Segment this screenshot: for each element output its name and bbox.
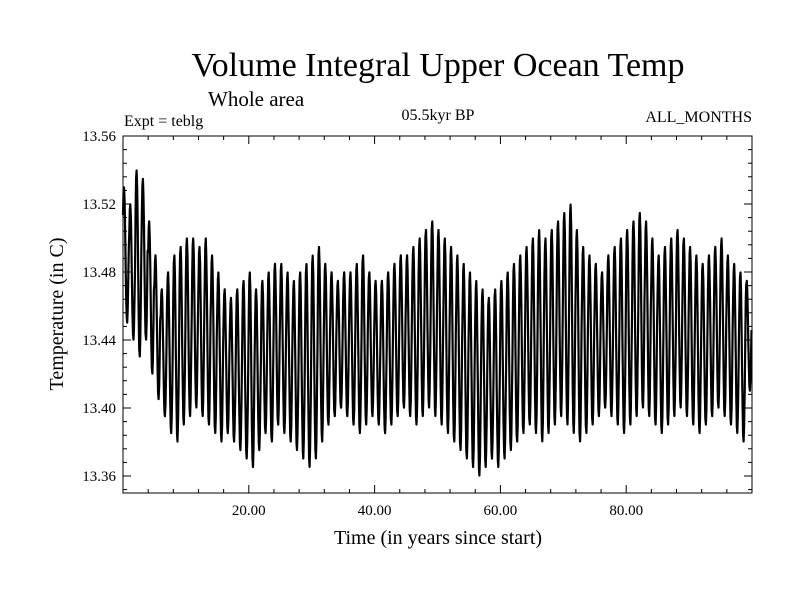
chart-subtitle: Whole area [208, 87, 305, 111]
y-tick-label: 13.36 [82, 469, 116, 485]
y-tick-label: 13.52 [82, 197, 116, 213]
y-tick-label: 13.44 [82, 333, 116, 349]
y-tick-label: 13.40 [82, 401, 116, 417]
period-label: 05.5kyr BP [402, 107, 475, 124]
months-label: ALL_MONTHS [645, 109, 752, 126]
expt-label: Expt = teblg [124, 113, 203, 130]
x-axis-label: Time (in years since start) [334, 527, 542, 549]
y-axis-label: Temperature (in C) [46, 238, 68, 391]
x-tick-label: 80.00 [609, 503, 643, 519]
y-tick-label: 13.48 [82, 265, 116, 281]
x-tick-label: 40.00 [358, 503, 392, 519]
y-tick-label: 13.56 [82, 129, 116, 145]
x-tick-label: 60.00 [484, 503, 518, 519]
x-tick-label: 20.00 [232, 503, 266, 519]
temperature-series-line [121, 169, 753, 477]
chart-title: Volume Integral Upper Ocean Temp [192, 47, 685, 84]
plot-frame [122, 135, 753, 494]
